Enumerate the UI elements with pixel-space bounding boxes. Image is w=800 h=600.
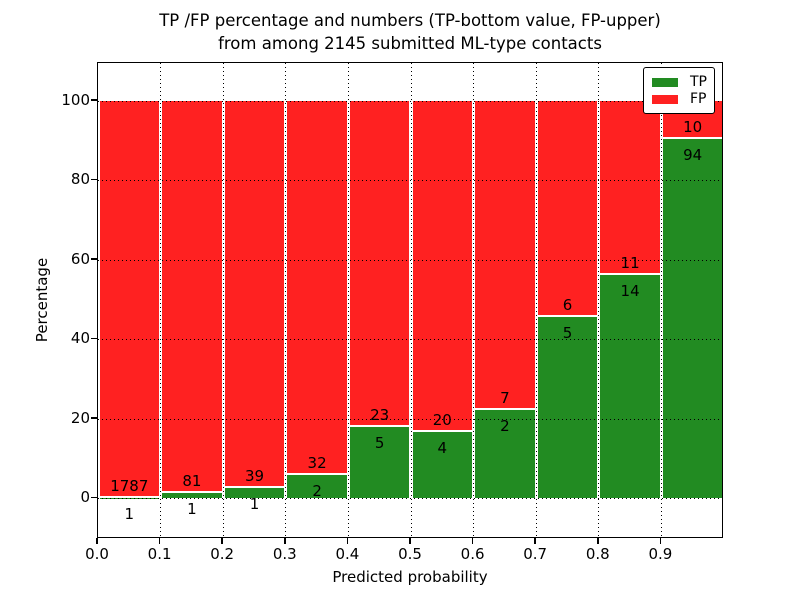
- y-tick-label: 60: [70, 249, 90, 268]
- gridline-vertical: [347, 63, 349, 537]
- y-tick-mark: [91, 258, 97, 260]
- y-tick-mark: [91, 496, 97, 498]
- bar-segment-tp: [287, 474, 347, 498]
- x-tick-label: 0.2: [210, 545, 235, 563]
- bar-count-label-tp: 14: [620, 282, 640, 301]
- y-tick-label: 40: [70, 329, 90, 347]
- gridline-horizontal: [98, 339, 722, 340]
- bar-segment-fp: [162, 100, 222, 492]
- gridline-vertical: [160, 63, 162, 537]
- gridline-horizontal: [98, 418, 722, 420]
- x-tick-mark: [409, 538, 411, 544]
- bar-count-label-tp: 5: [562, 324, 573, 343]
- chart-title-line1: TP /FP percentage and numbers (TP-bottom…: [159, 11, 661, 30]
- y-tick-label: 100: [61, 90, 90, 109]
- bar-count-label-tp: 1: [249, 495, 260, 514]
- x-axis-label: Predicted probability: [332, 568, 488, 586]
- x-tick-mark: [597, 538, 599, 544]
- bar-segment-fp: [99, 100, 160, 496]
- x-tick-mark: [221, 538, 223, 544]
- legend-label-fp: FP: [690, 91, 707, 107]
- bar-count-label-tp: 2: [500, 416, 510, 435]
- gridline-vertical: [535, 63, 537, 537]
- bar-count-label-fp: 10: [683, 117, 703, 136]
- plot-area: TP FP 1787 1 81 1 39 1 32 2 23 5 20 4 7 2 6 5 11 14 10 94: [97, 62, 723, 538]
- legend-swatch-tp-icon: [652, 78, 678, 87]
- bar-count-label-fp: 23: [370, 406, 390, 425]
- bar-count-label-tp: 1: [124, 504, 135, 523]
- bar-segment-fp: [600, 100, 660, 274]
- x-tick-mark: [284, 538, 286, 544]
- y-tick-mark: [91, 337, 97, 339]
- legend-swatch-fp-icon: [652, 95, 678, 104]
- gridline-vertical: [410, 63, 412, 537]
- y-tick-mark: [91, 99, 97, 101]
- chart-title: TP /FP percentage and numbers (TP-bottom…: [97, 9, 723, 55]
- x-tick-mark: [346, 538, 349, 544]
- x-tick-label: 0.7: [523, 545, 548, 563]
- x-tick-mark: [471, 538, 474, 544]
- x-tick-mark: [659, 538, 662, 544]
- bar-count-label-fp: 20: [432, 410, 452, 429]
- bar-count-label-fp: 39: [244, 467, 265, 486]
- gridline-vertical: [285, 63, 287, 537]
- x-tick-mark: [96, 538, 98, 544]
- legend: TP FP: [643, 67, 715, 114]
- y-tick-mark: [91, 417, 97, 419]
- gridline-vertical: [473, 63, 475, 537]
- gridline-horizontal: [98, 259, 722, 261]
- x-tick-label: 0.9: [648, 545, 673, 563]
- gridline-vertical: [660, 63, 662, 537]
- bar-count-label-tp: 2: [312, 481, 322, 500]
- bar-segment-tp: [349, 427, 410, 498]
- y-tick-label: 20: [70, 408, 90, 427]
- x-tick-label: 0.1: [147, 545, 172, 563]
- x-tick-label: 0.0: [85, 545, 109, 563]
- x-tick-label: 0.6: [460, 545, 485, 563]
- x-tick-mark: [534, 538, 536, 544]
- bar-segment-tp: [662, 138, 723, 498]
- bar-count-label-fp: 11: [620, 254, 640, 273]
- x-tick-mark: [158, 538, 161, 544]
- bar-count-label-tp: 4: [437, 438, 448, 457]
- bar-count-label-tp: 94: [683, 145, 703, 164]
- legend-label-tp: TP: [690, 74, 707, 90]
- bar-count-label-tp: 5: [374, 434, 385, 453]
- bar-segment-tp: [537, 317, 598, 498]
- bar-count-label-tp: 1: [187, 500, 197, 519]
- gridline-horizontal: [98, 180, 722, 181]
- bar-count-label-fp: 1787: [110, 476, 149, 495]
- x-tick-label: 0.3: [272, 545, 297, 563]
- bar-segment-fp: [475, 100, 535, 408]
- gridline-vertical: [598, 63, 600, 537]
- bar-segment-tp: [600, 275, 660, 498]
- x-tick-label: 0.5: [398, 545, 422, 563]
- y-axis-label: Percentage: [33, 257, 51, 343]
- legend-entry-tp: TP: [644, 74, 714, 91]
- bar-segment-tp: [475, 409, 535, 498]
- gridline-horizontal: [98, 498, 722, 499]
- gridline-horizontal: [98, 100, 722, 102]
- bar-segment-fp: [537, 100, 598, 316]
- y-tick-label: 80: [70, 170, 90, 188]
- bar-segment-tp: [224, 488, 285, 498]
- y-tick-mark: [91, 178, 97, 180]
- bar-segment-tp: [412, 431, 473, 498]
- bar-count-label-fp: 6: [562, 296, 573, 315]
- x-tick-label: 0.4: [335, 545, 360, 563]
- chart-title-line2: from among 2145 submitted ML-type contac…: [218, 34, 602, 53]
- legend-entry-fp: FP: [644, 91, 714, 108]
- bar-segment-fp: [349, 100, 410, 426]
- gridline-vertical: [222, 63, 224, 537]
- bar-segment-tp: [162, 493, 222, 498]
- bar-count-label-fp: 32: [307, 453, 327, 472]
- y-tick-label: 0: [80, 488, 90, 506]
- bar-count-label-fp: 81: [182, 472, 202, 491]
- bar-count-label-fp: 7: [500, 388, 510, 407]
- bar-segment-fp: [224, 100, 285, 487]
- bar-segment-fp: [287, 100, 347, 473]
- bar-segment-fp: [412, 100, 473, 430]
- x-tick-label: 0.8: [585, 545, 610, 563]
